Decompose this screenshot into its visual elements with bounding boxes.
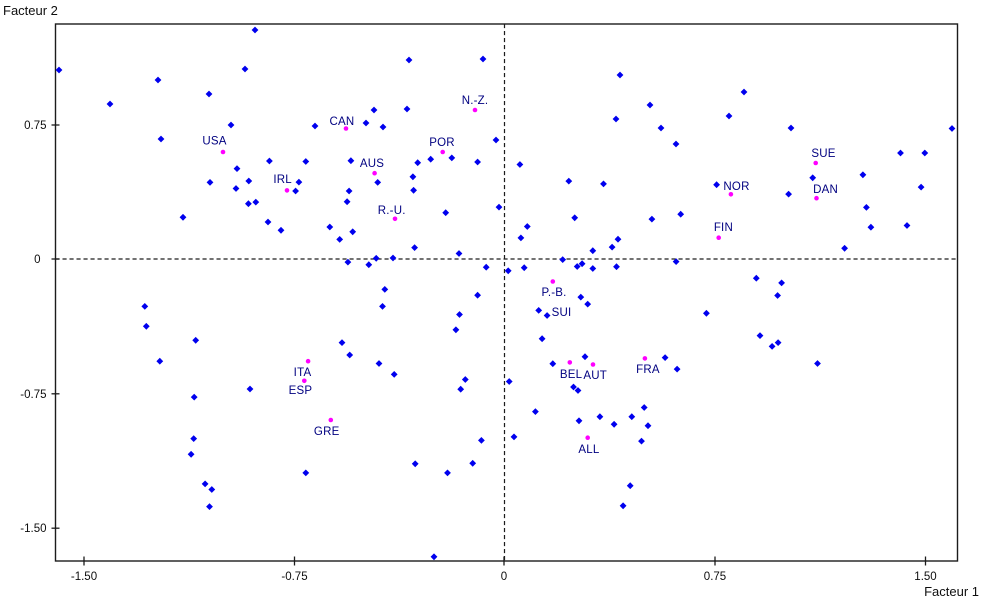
svg-text:FRA: FRA [636,364,660,376]
svg-text:NOR: NOR [723,181,749,193]
svg-text:ESP: ESP [289,385,313,397]
svg-text:N.-Z.: N.-Z. [462,95,489,107]
svg-text:SUE: SUE [811,148,835,160]
svg-text:POR: POR [429,137,455,149]
svg-text:P.-B.: P.-B. [541,287,566,299]
svg-text:1.50: 1.50 [914,571,936,583]
svg-text:-0.75: -0.75 [281,571,307,583]
svg-text:IRL: IRL [273,174,292,186]
svg-text:DAN: DAN [813,184,838,196]
svg-text:ITA: ITA [294,367,312,379]
svg-text:-1.50: -1.50 [71,571,97,583]
svg-text:BEL: BEL [560,369,583,381]
svg-text:R.-U.: R.-U. [378,205,406,217]
svg-text:-1.50: -1.50 [20,523,46,535]
svg-text:AUS: AUS [360,158,384,170]
svg-text:0: 0 [501,571,507,583]
svg-text:CAN: CAN [330,116,355,128]
svg-text:AUT: AUT [583,370,607,382]
svg-text:GRE: GRE [314,426,340,438]
svg-text:FIN: FIN [714,222,733,234]
svg-text:Facteur 1: Facteur 1 [924,584,979,598]
svg-text:0.75: 0.75 [24,120,46,132]
svg-text:0: 0 [34,254,40,266]
svg-text:USA: USA [202,136,226,148]
svg-text:0.75: 0.75 [704,571,726,583]
svg-text:-0.75: -0.75 [20,389,46,401]
svg-text:Facteur 2: Facteur 2 [3,3,58,18]
svg-text:SUI: SUI [552,307,572,319]
svg-text:ALL: ALL [578,444,599,456]
